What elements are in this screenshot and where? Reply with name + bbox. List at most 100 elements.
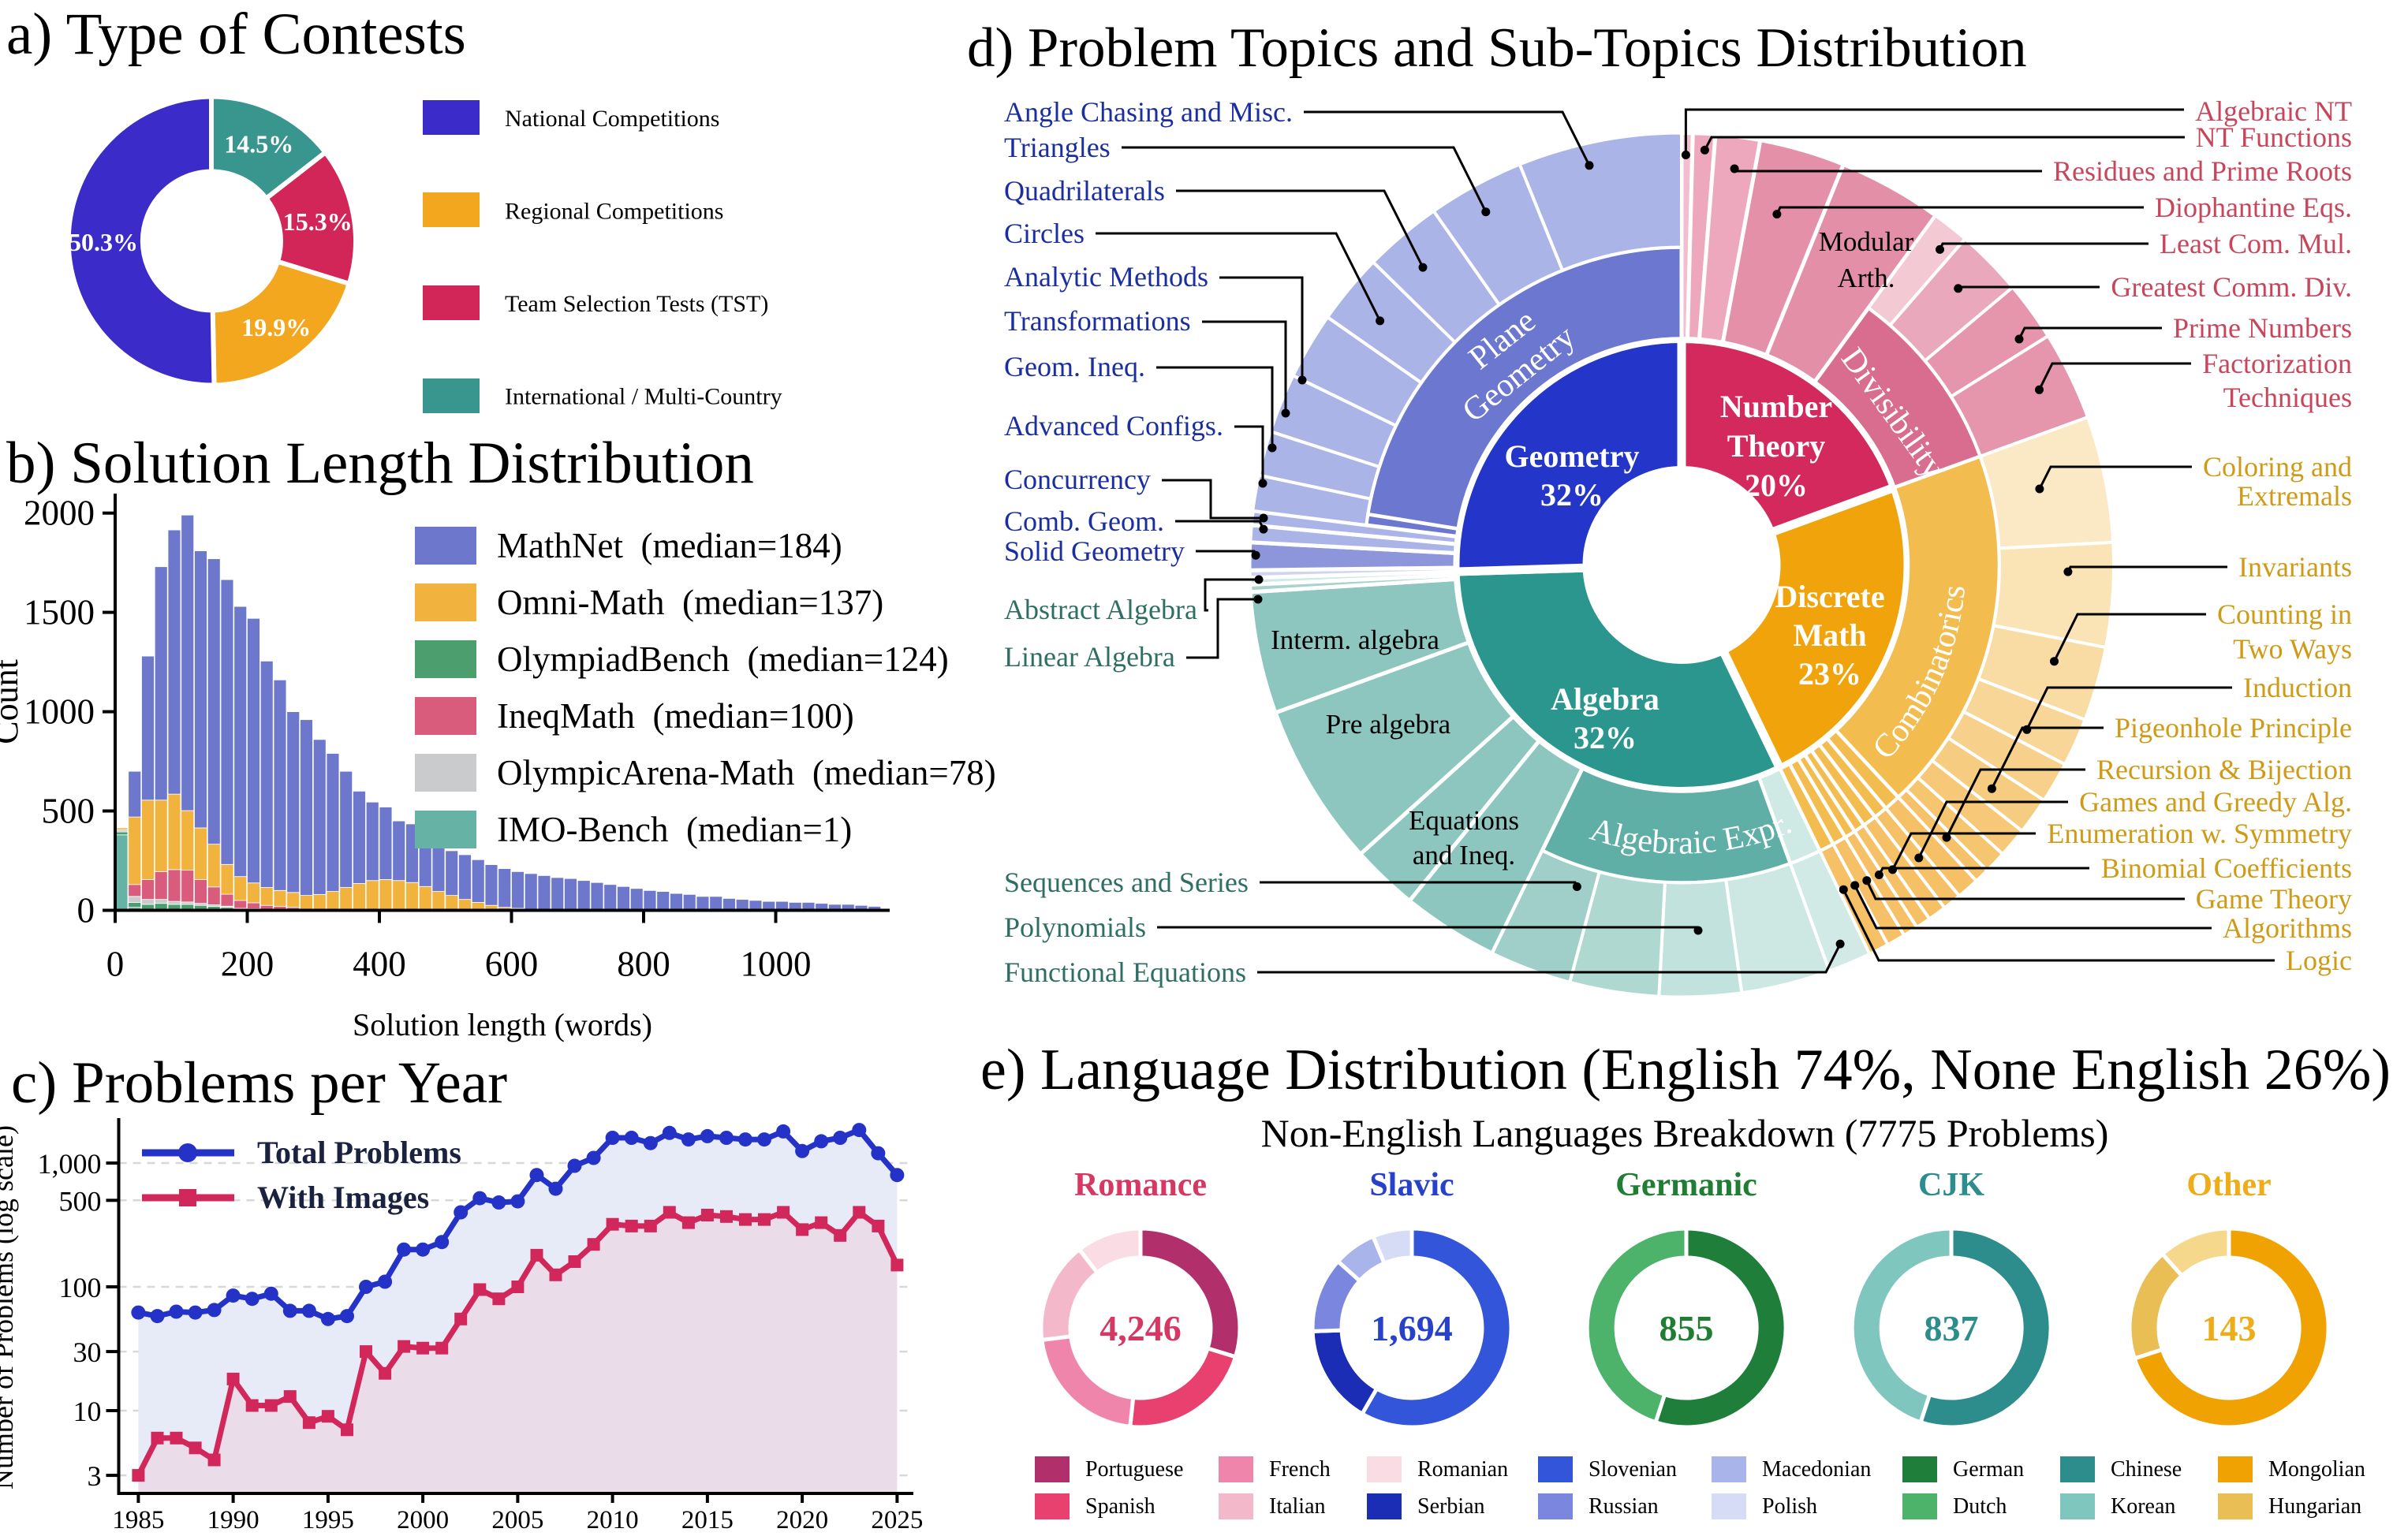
svg-text:Circles: Circles [1004,218,1085,249]
svg-text:Number of Problems (log scale): Number of Problems (log scale) [0,1125,19,1489]
svg-text:Russian: Russian [1589,1494,1659,1519]
svg-text:b) Solution Length Distributio: b) Solution Length Distribution [6,431,754,496]
svg-text:600: 600 [485,945,539,984]
svg-text:Regional Competitions: Regional Competitions [505,199,724,225]
svg-text:0: 0 [106,945,125,984]
svg-text:CJK: CJK [1918,1167,1984,1203]
svg-text:Linear Algebra: Linear Algebra [1004,641,1175,673]
svg-text:Game Theory: Game Theory [2196,883,2352,915]
svg-text:100: 100 [59,1272,102,1303]
svg-text:Total Problems: Total Problems [257,1135,461,1170]
svg-text:French: French [1269,1457,1331,1482]
svg-text:Number: Number [1720,389,1832,424]
svg-text:3: 3 [88,1460,102,1492]
svg-text:Algebra: Algebra [1551,681,1659,717]
svg-text:Concurrency: Concurrency [1004,464,1151,495]
svg-text:Least Com. Mul.: Least Com. Mul. [2160,228,2352,259]
svg-text:Sequences and Series: Sequences and Series [1004,867,1249,898]
svg-text:32%: 32% [1540,477,1603,513]
svg-text:Math: Math [1793,617,1866,653]
svg-text:Counting in: Counting in [2217,598,2352,630]
svg-text:Angle Chasing and Misc.: Angle Chasing and Misc. [1004,96,1293,128]
svg-text:e) Language Distribution (Engl: e) Language Distribution (English 74%, N… [980,1038,2391,1102]
svg-text:15.3%: 15.3% [283,207,353,236]
svg-text:Korean: Korean [2111,1494,2175,1519]
svg-text:2020: 2020 [776,1506,828,1534]
svg-text:1985: 1985 [112,1506,164,1534]
svg-text:0: 0 [77,891,95,930]
svg-text:1,694: 1,694 [1371,1308,1453,1348]
svg-text:14.5%: 14.5% [224,130,293,158]
svg-text:Mongolian: Mongolian [2268,1457,2365,1482]
svg-text:Theory: Theory [1727,428,1825,464]
svg-text:IneqMath (median=100): IneqMath (median=100) [497,696,854,736]
svg-text:National Competitions: National Competitions [505,106,719,132]
svg-text:855: 855 [1659,1308,1714,1348]
svg-text:Arth.: Arth. [1838,263,1895,293]
svg-text:2000: 2000 [24,494,95,533]
svg-text:Quadrilaterals: Quadrilaterals [1004,175,1165,207]
svg-text:Prime Numbers: Prime Numbers [2173,312,2352,344]
svg-text:Romanian: Romanian [1417,1457,1508,1482]
svg-text:Discrete: Discrete [1775,579,1884,614]
svg-text:NT Functions: NT Functions [2196,121,2352,153]
svg-text:Serbian: Serbian [1417,1494,1485,1519]
svg-text:MathNet (median=184): MathNet (median=184) [497,526,842,565]
svg-text:Enumeration w. Symmetry: Enumeration w. Symmetry [2047,818,2352,849]
svg-text:2025: 2025 [871,1506,923,1534]
svg-text:2010: 2010 [587,1506,639,1534]
svg-text:Two Ways: Two Ways [2233,633,2352,665]
svg-text:50.3%: 50.3% [69,228,138,256]
svg-text:Macedonian: Macedonian [1762,1457,1871,1482]
svg-text:Solution length (words): Solution length (words) [353,1007,652,1042]
svg-text:With Images: With Images [257,1180,429,1215]
svg-text:2005: 2005 [491,1506,543,1534]
svg-text:OlympicArena-Math (median=78): OlympicArena-Math (median=78) [497,753,996,792]
svg-text:Logic: Logic [2286,945,2352,976]
svg-text:Induction: Induction [2243,672,2352,703]
svg-text:Interm. algebra: Interm. algebra [1271,624,1439,655]
svg-text:Count: Count [0,659,25,744]
svg-text:Functional Equations: Functional Equations [1004,956,1246,988]
svg-text:1990: 1990 [207,1506,259,1534]
svg-text:Greatest Comm. Div.: Greatest Comm. Div. [2111,271,2352,303]
svg-text:Residues and Prime Roots: Residues and Prime Roots [2053,155,2352,187]
svg-text:800: 800 [617,945,670,984]
svg-text:1995: 1995 [302,1506,354,1534]
svg-text:Romance: Romance [1074,1167,1207,1203]
svg-text:1000: 1000 [24,692,95,732]
svg-text:1,000: 1,000 [38,1148,102,1180]
svg-text:Geom. Ineq.: Geom. Ineq. [1004,351,1145,382]
svg-text:Modular: Modular [1819,226,1914,257]
svg-text:Portuguese: Portuguese [1085,1457,1183,1482]
svg-text:Advanced Configs.: Advanced Configs. [1004,410,1223,442]
svg-text:23%: 23% [1798,656,1861,692]
svg-text:Germanic: Germanic [1615,1167,1757,1203]
svg-text:c) Problems per Year: c) Problems per Year [11,1050,507,1116]
svg-text:Slavic: Slavic [1369,1167,1454,1203]
svg-text:Spanish: Spanish [1085,1494,1155,1519]
svg-text:200: 200 [221,945,274,984]
svg-text:Diophantine Eqs.: Diophantine Eqs. [2155,192,2352,223]
svg-text:500: 500 [59,1185,102,1217]
svg-text:Factorization: Factorization [2202,348,2352,379]
svg-text:Team Selection Tests (TST): Team Selection Tests (TST) [505,291,768,317]
svg-text:a) Type of Contests: a) Type of Contests [6,2,466,67]
svg-text:Pigeonhole Principle: Pigeonhole Principle [2115,712,2352,744]
svg-text:143: 143 [2202,1308,2257,1348]
svg-text:Recursion & Bijection: Recursion & Bijection [2096,754,2352,785]
svg-text:OlympiadBench (median=124): OlympiadBench (median=124) [497,639,949,679]
svg-text:2015: 2015 [681,1506,734,1534]
svg-text:Polish: Polish [1762,1494,1817,1519]
svg-text:Invariants: Invariants [2238,551,2352,583]
svg-text:Abstract Algebra: Abstract Algebra [1004,594,1197,625]
svg-text:Analytic Methods: Analytic Methods [1004,261,1208,293]
svg-text:Games and Greedy Alg.: Games and Greedy Alg. [2079,786,2352,818]
svg-text:Omni-Math (median=137): Omni-Math (median=137) [497,583,883,622]
svg-text:Pre algebra: Pre algebra [1326,709,1451,740]
svg-text:20%: 20% [1745,468,1808,503]
svg-text:10: 10 [73,1396,102,1427]
svg-text:1000: 1000 [741,945,812,984]
svg-text:Equations: Equations [1409,805,1519,836]
svg-text:Italian: Italian [1269,1494,1326,1519]
